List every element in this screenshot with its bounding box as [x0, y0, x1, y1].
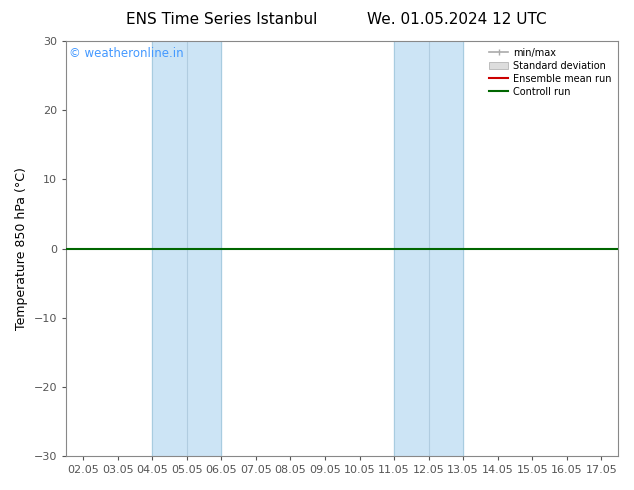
Text: We. 01.05.2024 12 UTC: We. 01.05.2024 12 UTC: [366, 12, 547, 27]
Bar: [394, 41, 463, 456]
Y-axis label: Temperature 850 hPa (°C): Temperature 850 hPa (°C): [15, 167, 28, 330]
Bar: [152, 41, 221, 456]
Legend: min/max, Standard deviation, Ensemble mean run, Controll run: min/max, Standard deviation, Ensemble me…: [487, 46, 614, 98]
Text: © weatheronline.in: © weatheronline.in: [69, 47, 183, 60]
Text: ENS Time Series Istanbul: ENS Time Series Istanbul: [126, 12, 318, 27]
